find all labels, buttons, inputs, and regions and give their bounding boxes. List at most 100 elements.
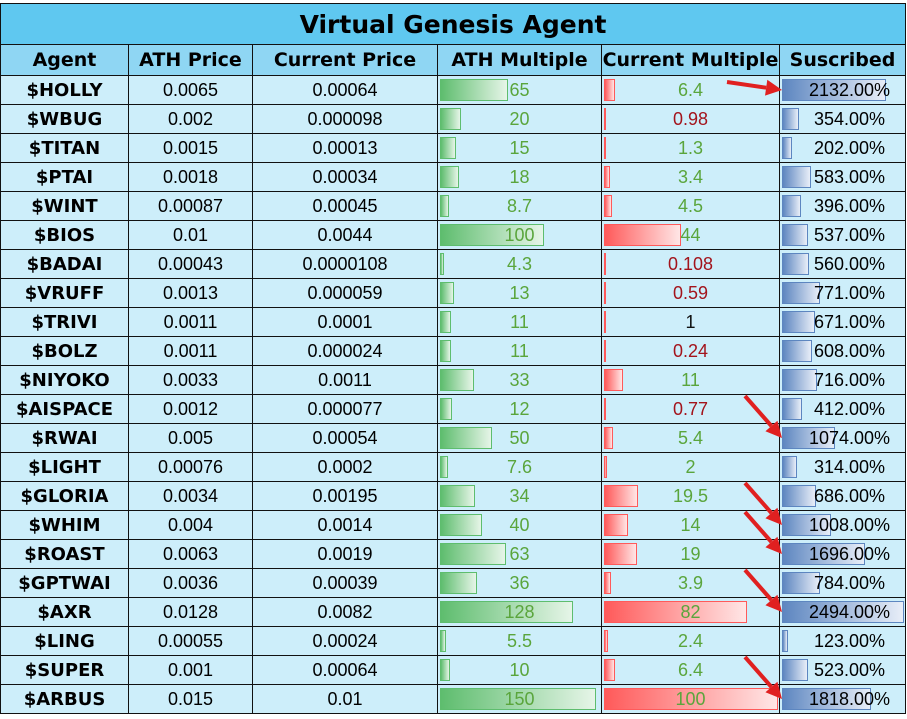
table-row[interactable]: $AXR 0.0128 0.0082 128 82 2494.00% <box>0 597 907 627</box>
ath-multiple-cell[interactable]: 15 <box>437 133 602 163</box>
header-ath-price[interactable]: ATH Price <box>128 44 253 76</box>
table-row[interactable]: $LIGHT 0.00076 0.0002 7.6 2 314.00% <box>0 452 907 482</box>
subscribed-cell[interactable]: 583.00% <box>778 162 907 192</box>
subscribed-cell[interactable]: 560.00% <box>778 249 907 279</box>
current-price-cell[interactable]: 0.000098 <box>252 104 438 134</box>
agent-cell[interactable]: $WINT <box>0 191 129 221</box>
ath-multiple-cell[interactable]: 34 <box>437 481 602 511</box>
ath-multiple-cell[interactable]: 11 <box>437 307 602 337</box>
table-row[interactable]: $WBUG 0.002 0.000098 20 0.98 354.00% <box>0 104 907 134</box>
agent-cell[interactable]: $ROAST <box>0 539 129 569</box>
ath-price-cell[interactable]: 0.001 <box>128 655 253 685</box>
current-price-cell[interactable]: 0.00064 <box>252 655 438 685</box>
header-agent[interactable]: Agent <box>0 44 129 76</box>
subscribed-cell[interactable]: 1074.00% <box>778 423 907 453</box>
agent-cell[interactable]: $WHIM <box>0 510 129 540</box>
table-row[interactable]: $RWAI 0.005 0.00054 50 5.4 1074.00% <box>0 423 907 453</box>
table-row[interactable]: $SUPER 0.001 0.00064 10 6.4 523.00% <box>0 655 907 685</box>
ath-price-cell[interactable]: 0.002 <box>128 104 253 134</box>
table-row[interactable]: $LING 0.00055 0.00024 5.5 2.4 123.00% <box>0 626 907 656</box>
table-row[interactable]: $ROAST 0.0063 0.0019 63 19 1696.00% <box>0 539 907 569</box>
subscribed-cell[interactable]: 1696.00% <box>778 539 907 569</box>
current-price-cell[interactable]: 0.00034 <box>252 162 438 192</box>
subscribed-cell[interactable]: 1008.00% <box>778 510 907 540</box>
ath-price-cell[interactable]: 0.01 <box>128 220 253 250</box>
current-multiple-cell[interactable]: 100 <box>601 684 780 714</box>
agent-cell[interactable]: $LIGHT <box>0 452 129 482</box>
table-row[interactable]: $AISPACE 0.0012 0.000077 12 0.77 412.00% <box>0 394 907 424</box>
ath-multiple-cell[interactable]: 100 <box>437 220 602 250</box>
ath-multiple-cell[interactable]: 50 <box>437 423 602 453</box>
ath-price-cell[interactable]: 0.0011 <box>128 307 253 337</box>
current-price-cell[interactable]: 0.00054 <box>252 423 438 453</box>
ath-multiple-cell[interactable]: 150 <box>437 684 602 714</box>
current-multiple-cell[interactable]: 6.4 <box>601 655 780 685</box>
ath-price-cell[interactable]: 0.0036 <box>128 568 253 598</box>
table-row[interactable]: $ARBUS 0.015 0.01 150 100 1818.00% <box>0 684 907 714</box>
subscribed-cell[interactable]: 2494.00% <box>778 597 907 627</box>
agent-cell[interactable]: $VRUFF <box>0 278 129 308</box>
subscribed-cell[interactable]: 608.00% <box>778 336 907 366</box>
current-price-cell[interactable]: 0.000077 <box>252 394 438 424</box>
current-multiple-cell[interactable]: 82 <box>601 597 780 627</box>
current-price-cell[interactable]: 0.0014 <box>252 510 438 540</box>
subscribed-cell[interactable]: 1818.00% <box>778 684 907 714</box>
ath-price-cell[interactable]: 0.0128 <box>128 597 253 627</box>
ath-price-cell[interactable]: 0.0018 <box>128 162 253 192</box>
table-row[interactable]: $VRUFF 0.0013 0.000059 13 0.59 771.00% <box>0 278 907 308</box>
ath-price-cell[interactable]: 0.00087 <box>128 191 253 221</box>
current-multiple-cell[interactable]: 2.4 <box>601 626 780 656</box>
agent-cell[interactable]: $PTAI <box>0 162 129 192</box>
current-multiple-cell[interactable]: 0.77 <box>601 394 780 424</box>
current-multiple-cell[interactable]: 0.59 <box>601 278 780 308</box>
current-multiple-cell[interactable]: 2 <box>601 452 780 482</box>
current-price-cell[interactable]: 0.00195 <box>252 481 438 511</box>
ath-price-cell[interactable]: 0.0012 <box>128 394 253 424</box>
agent-cell[interactable]: $HOLLY <box>0 75 129 105</box>
agent-cell[interactable]: $BOLZ <box>0 336 129 366</box>
subscribed-cell[interactable]: 396.00% <box>778 191 907 221</box>
table-row[interactable]: $WHIM 0.004 0.0014 40 14 1008.00% <box>0 510 907 540</box>
ath-multiple-cell[interactable]: 40 <box>437 510 602 540</box>
current-multiple-cell[interactable]: 19 <box>601 539 780 569</box>
table-row[interactable]: $NIYOKO 0.0033 0.0011 33 11 716.00% <box>0 365 907 395</box>
ath-price-cell[interactable]: 0.00043 <box>128 249 253 279</box>
ath-multiple-cell[interactable]: 36 <box>437 568 602 598</box>
subscribed-cell[interactable]: 686.00% <box>778 481 907 511</box>
ath-price-cell[interactable]: 0.0011 <box>128 336 253 366</box>
current-multiple-cell[interactable]: 0.108 <box>601 249 780 279</box>
table-row[interactable]: $GPTWAI 0.0036 0.00039 36 3.9 784.00% <box>0 568 907 598</box>
current-price-cell[interactable]: 0.00039 <box>252 568 438 598</box>
ath-multiple-cell[interactable]: 11 <box>437 336 602 366</box>
agent-cell[interactable]: $ARBUS <box>0 684 129 714</box>
agent-cell[interactable]: $RWAI <box>0 423 129 453</box>
current-price-cell[interactable]: 0.00064 <box>252 75 438 105</box>
agent-cell[interactable]: $BADAI <box>0 249 129 279</box>
ath-multiple-cell[interactable]: 18 <box>437 162 602 192</box>
agent-cell[interactable]: $BIOS <box>0 220 129 250</box>
current-price-cell[interactable]: 0.0002 <box>252 452 438 482</box>
current-price-cell[interactable]: 0.00024 <box>252 626 438 656</box>
current-price-cell[interactable]: 0.01 <box>252 684 438 714</box>
ath-multiple-cell[interactable]: 128 <box>437 597 602 627</box>
table-row[interactable]: $BOLZ 0.0011 0.000024 11 0.24 608.00% <box>0 336 907 366</box>
subscribed-cell[interactable]: 523.00% <box>778 655 907 685</box>
current-price-cell[interactable]: 0.0082 <box>252 597 438 627</box>
ath-price-cell[interactable]: 0.00055 <box>128 626 253 656</box>
header-current-price[interactable]: Current Price <box>252 44 438 76</box>
current-price-cell[interactable]: 0.00045 <box>252 191 438 221</box>
subscribed-cell[interactable]: 537.00% <box>778 220 907 250</box>
current-multiple-cell[interactable]: 1.3 <box>601 133 780 163</box>
subscribed-cell[interactable]: 784.00% <box>778 568 907 598</box>
subscribed-cell[interactable]: 123.00% <box>778 626 907 656</box>
ath-multiple-cell[interactable]: 63 <box>437 539 602 569</box>
current-multiple-cell[interactable]: 1 <box>601 307 780 337</box>
current-multiple-cell[interactable]: 3.9 <box>601 568 780 598</box>
subscribed-cell[interactable]: 314.00% <box>778 452 907 482</box>
ath-price-cell[interactable]: 0.004 <box>128 510 253 540</box>
current-multiple-cell[interactable]: 44 <box>601 220 780 250</box>
subscribed-cell[interactable]: 771.00% <box>778 278 907 308</box>
ath-price-cell[interactable]: 0.015 <box>128 684 253 714</box>
current-price-cell[interactable]: 0.00013 <box>252 133 438 163</box>
current-multiple-cell[interactable]: 3.4 <box>601 162 780 192</box>
